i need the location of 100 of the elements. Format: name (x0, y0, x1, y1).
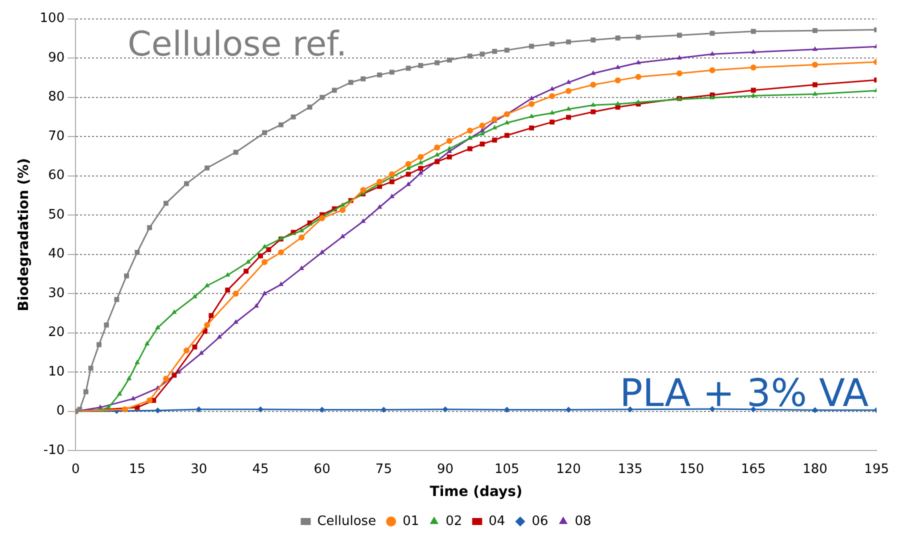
point (184, 181, 189, 186)
point (134, 360, 140, 364)
point (418, 160, 424, 164)
point (389, 70, 394, 75)
x-tick-label: 105 (494, 462, 520, 477)
legend-label: Cellulose (317, 514, 376, 529)
legend-label: 06 (532, 514, 548, 529)
y-tick-label: 50 (48, 207, 65, 222)
point (162, 376, 169, 382)
point (266, 247, 272, 252)
point (750, 64, 756, 70)
point (614, 77, 621, 84)
point (83, 389, 88, 394)
y-tick-label: 40 (48, 246, 65, 262)
point (418, 166, 424, 171)
point (278, 249, 284, 256)
point (116, 391, 122, 396)
point (196, 406, 202, 412)
point (130, 396, 136, 400)
legend-label: 08 (574, 514, 592, 529)
point (566, 88, 572, 94)
point (388, 171, 395, 178)
point (492, 138, 498, 143)
point (298, 234, 305, 240)
point (566, 114, 571, 120)
point (298, 265, 304, 270)
point (812, 82, 818, 88)
point (549, 110, 555, 115)
point (254, 303, 259, 308)
point (406, 172, 411, 177)
point (360, 218, 366, 223)
point (244, 268, 249, 274)
point (710, 51, 715, 56)
point (566, 106, 572, 111)
point (480, 130, 485, 136)
x-tick-label: 120 (556, 462, 581, 477)
point (298, 228, 304, 232)
point (636, 60, 641, 64)
point (528, 114, 534, 118)
point (480, 52, 485, 57)
x-tick-label: 60 (314, 462, 330, 477)
point (590, 109, 596, 114)
point (389, 179, 394, 184)
x-tick-label: 90 (437, 462, 454, 477)
point (635, 74, 642, 80)
point (262, 259, 268, 266)
point (467, 146, 472, 152)
point (812, 62, 818, 68)
point (812, 46, 818, 51)
point (114, 296, 120, 302)
point (549, 86, 555, 91)
point (418, 63, 424, 68)
y-tick-label: 100 (40, 11, 65, 26)
point (590, 82, 596, 88)
point (750, 28, 756, 34)
x-tick-label: 75 (375, 462, 392, 477)
point (332, 88, 337, 93)
point (88, 366, 94, 371)
y-tick-label: 90 (48, 50, 65, 66)
point (467, 54, 472, 59)
point (126, 376, 132, 380)
point (709, 406, 716, 412)
point (627, 406, 634, 412)
point (710, 30, 715, 36)
point (709, 67, 716, 74)
point (750, 88, 756, 93)
point (278, 122, 284, 128)
point (340, 234, 346, 238)
point (434, 60, 440, 66)
point (550, 41, 555, 46)
point (615, 64, 620, 69)
point (529, 44, 534, 49)
point (550, 120, 555, 125)
point (122, 406, 128, 412)
point (406, 66, 411, 71)
point (225, 288, 230, 293)
point (492, 48, 498, 54)
x-tick-label: 135 (618, 462, 643, 477)
point (262, 130, 268, 136)
point (566, 39, 571, 44)
point (96, 342, 102, 348)
point (446, 58, 452, 62)
y-tick-label: 20 (48, 325, 65, 340)
x-tick-label: 30 (190, 462, 208, 477)
annotation: PLA + 3% VA (620, 371, 869, 416)
x-tick-label: 15 (128, 462, 146, 477)
point (377, 72, 382, 78)
y-tick-label: 30 (48, 286, 65, 301)
point (528, 100, 535, 107)
point (204, 322, 210, 328)
point (164, 200, 168, 206)
point (529, 125, 534, 130)
point (636, 99, 641, 104)
point (389, 194, 394, 198)
point (480, 142, 485, 146)
point (172, 372, 177, 378)
point (192, 344, 198, 350)
point (320, 94, 325, 100)
point (262, 290, 268, 296)
point (446, 138, 452, 144)
